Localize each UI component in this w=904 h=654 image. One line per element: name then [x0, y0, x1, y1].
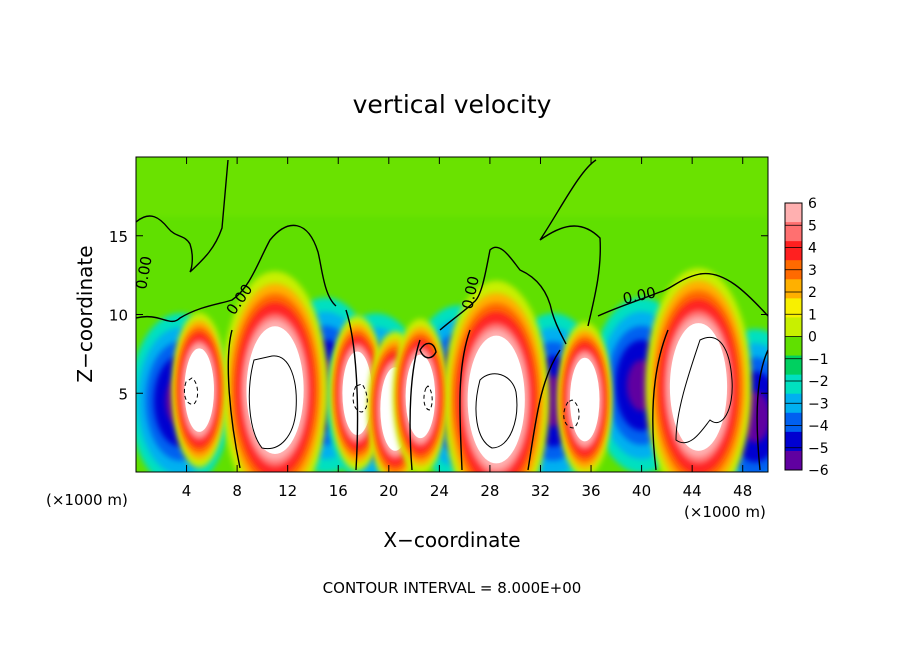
zero-contour-line — [527, 329, 768, 471]
zero-contour-line — [597, 272, 768, 317]
zero-contour-line — [136, 159, 229, 273]
x-axis: 4 8 12 16 20 24 28 32 36 40 44 48 — [182, 157, 752, 500]
x-tick-label: 32 — [531, 482, 550, 500]
downdraft-contour — [183, 377, 199, 405]
colorbar-label: −3 — [808, 396, 829, 412]
x-tick-label: 36 — [581, 482, 600, 500]
colorbar-label: 2 — [808, 285, 817, 301]
updraft-contour — [675, 337, 733, 443]
zero-contour-line — [419, 342, 437, 359]
colorbar-label: 0 — [808, 330, 817, 346]
plot-area — [136, 157, 768, 472]
colorbar-label: −5 — [808, 441, 829, 457]
updraft-contour — [248, 355, 297, 450]
velocity-field — [136, 157, 768, 472]
x-tick-label: 20 — [379, 482, 398, 500]
x-axis-label: X−coordinate — [383, 528, 520, 552]
x-tick-label: 48 — [733, 482, 752, 500]
contour-label: 0.00 — [132, 255, 156, 291]
zero-contour-line — [439, 246, 567, 345]
colorbar-swatch — [785, 317, 802, 337]
y-axis-label: Z−coordinate — [73, 245, 97, 382]
updraft-mark — [467, 335, 525, 464]
colorbar-swatch — [785, 374, 802, 395]
colorbar-swatch — [785, 355, 802, 376]
downdraft-contour — [423, 385, 433, 411]
updraft-contour — [475, 373, 518, 449]
colorbar-swatch — [785, 203, 802, 223]
x-tick-label: 16 — [329, 482, 348, 500]
colorbar-label: 5 — [808, 218, 817, 234]
x-tick-label: 44 — [683, 482, 702, 500]
colorbar-label: 6 — [808, 196, 817, 212]
y-axis: 5 10 15 — [109, 228, 768, 403]
x-tick-label: 40 — [632, 482, 651, 500]
x-tick-label: 4 — [182, 482, 192, 500]
x-unit-right: (×1000 m) — [684, 503, 766, 521]
chart-title: vertical velocity — [353, 90, 552, 119]
updraft-mark — [184, 348, 214, 432]
downdraft-contour — [352, 383, 368, 413]
colorbar: 6 5 4 3 2 1 0 −1 −2 −3 −4 −5 −6 — [784, 196, 829, 479]
colorbar-swatch — [785, 412, 802, 433]
zero-contour-line — [136, 224, 337, 323]
downdraft-contour — [563, 399, 580, 429]
colorbar-label: −6 — [808, 463, 829, 479]
colorbar-label: 3 — [808, 263, 817, 279]
colorbar-swatch — [785, 450, 802, 471]
x-unit-left: (×1000 m) — [46, 491, 128, 509]
updraft-mark — [569, 357, 600, 442]
y-tick-label: 10 — [109, 307, 128, 325]
colorbar-swatch — [785, 279, 802, 299]
colorbar-swatch — [785, 431, 802, 452]
colorbar-swatch — [785, 336, 802, 357]
footer-text: CONTOUR INTERVAL = 8.000E+00 — [323, 579, 582, 597]
colorbar-label: 1 — [808, 307, 817, 323]
inner-contours — [183, 337, 733, 450]
colorbar-label: −2 — [808, 374, 829, 390]
zero-contour-line — [227, 309, 471, 471]
x-tick-label: 28 — [480, 482, 499, 500]
x-tick-label: 8 — [232, 482, 242, 500]
colorbar-swatch — [785, 241, 802, 261]
field-band — [136, 157, 768, 217]
x-tick-label: 12 — [278, 482, 297, 500]
colorbar-swatch — [785, 222, 802, 242]
colorbar-label: 4 — [808, 241, 817, 257]
colorbar-swatch — [785, 298, 802, 318]
colorbar-label: −4 — [808, 419, 829, 435]
x-tick-label: 24 — [430, 482, 449, 500]
y-tick-label: 15 — [109, 228, 128, 246]
colorbar-label: −1 — [808, 352, 829, 368]
y-tick-label: 5 — [118, 385, 128, 403]
updraft-mark — [669, 323, 728, 451]
